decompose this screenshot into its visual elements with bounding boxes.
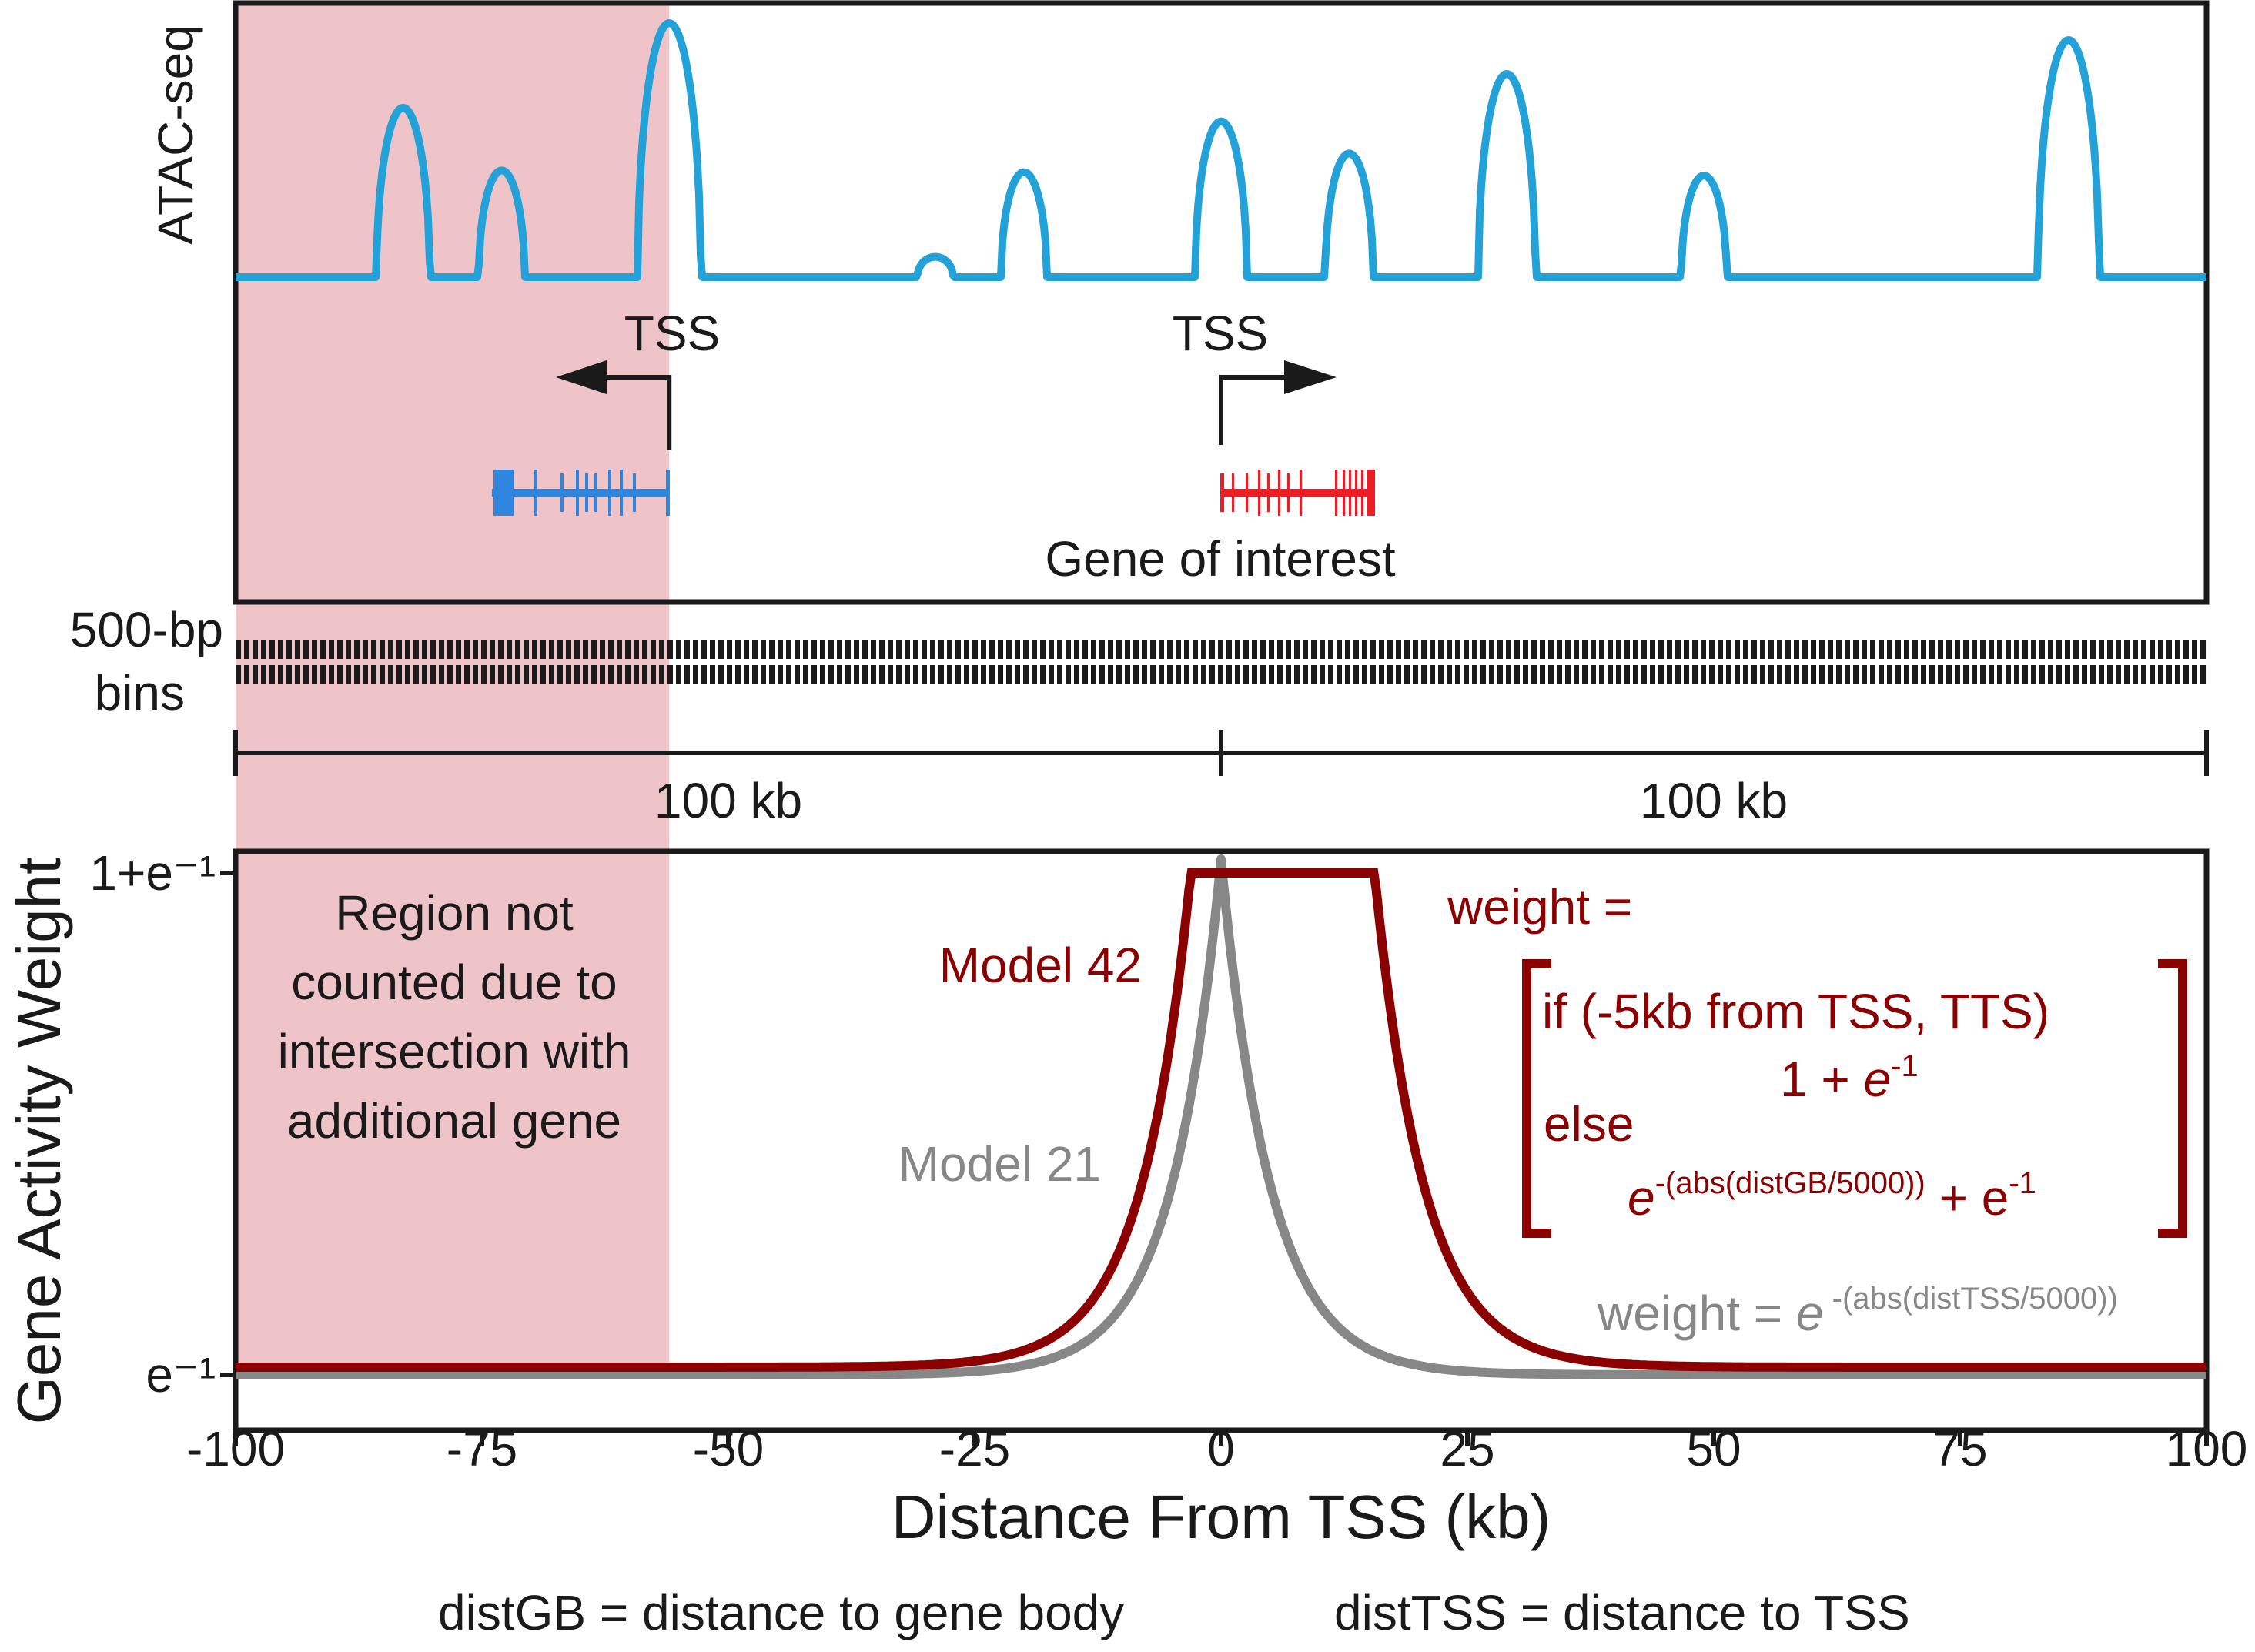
atac-seq-signal-track (233, 19, 2209, 281)
model-21-label: Model 21 (898, 1136, 1101, 1192)
other-gene-model (491, 470, 670, 516)
x-tick-label: -100 (186, 1421, 285, 1476)
x-axis: -100 -75 -50 -25 0 25 50 75 100 (186, 1421, 2247, 1476)
model-21-curve (233, 854, 2209, 1379)
formula-bracket-right (2158, 959, 2187, 1238)
gene-of-interest-model (1220, 470, 1375, 516)
x-tick-label: 50 (1686, 1421, 1741, 1476)
tss-arrowhead-other-gene (556, 360, 607, 394)
formula-plateau: 1 + e-1 (1780, 1049, 1919, 1107)
x-tick-label: 0 (1207, 1421, 1235, 1476)
model-42-formula: weight = if (-5kb from TSS, TTS) 1 + e-1… (1447, 879, 2187, 1238)
tss-label-gene-of-interest: TSS (1173, 306, 1268, 361)
tss-arrowhead-gene-of-interest (1284, 360, 1337, 394)
y-axis-title: Gene Activity Weight (5, 858, 73, 1425)
formula-bracket-left (1522, 959, 1551, 1238)
tss-label-other-gene: TSS (624, 306, 720, 361)
scale-label-right: 100 kb (1640, 773, 1788, 828)
model-21-formula: weight = e -(abs(distTSS/5000)) (1597, 1282, 2118, 1341)
distance-scale-bar (233, 730, 2209, 776)
footer-disttss-definition: distTSS = distance to TSS (1334, 1585, 1910, 1640)
y-axis: e⁻¹ 1+e⁻¹ (89, 845, 236, 1403)
formula-decay: e-(abs(distGB/5000)) + e-1 (1628, 1166, 2036, 1226)
x-tick-label: 25 (1440, 1421, 1494, 1476)
y-tick-label: e⁻¹ (146, 1347, 216, 1403)
gene-annotations (491, 360, 1375, 516)
x-tick-label: -25 (939, 1421, 1011, 1476)
y-tick-label: 1+e⁻¹ (89, 845, 216, 901)
tss-arrow-gene-of-interest (1219, 375, 1309, 445)
footer-distgb-definition: distGB = distance to gene body (438, 1585, 1124, 1640)
bins-label-line1: 500-bp (70, 602, 223, 657)
excluded-region-shading (236, 3, 670, 1375)
x-tick-label: 100 (2166, 1421, 2248, 1476)
x-tick-label: -50 (693, 1421, 764, 1476)
formula-title: weight = (1447, 879, 1632, 935)
excluded-region-note: Region not counted due to intersection wit… (278, 885, 631, 1149)
formula-else-line: else (1544, 1096, 1634, 1152)
formula-if-line: if (-5kb from TSS, TTS) (1542, 984, 2049, 1039)
model-42-curve (236, 868, 2206, 1372)
atac-seq-label: ATAC-seq (148, 25, 203, 245)
x-tick-label: -75 (447, 1421, 518, 1476)
gene-of-interest-label: Gene of interest (1045, 531, 1396, 587)
model-42-label: Model 42 (939, 938, 1142, 993)
atac-panel-frame (233, 0, 2210, 605)
bins-label-line2: bins (95, 665, 185, 721)
bin-stripes (236, 640, 2206, 684)
x-axis-title: Distance From TSS (kb) (892, 1483, 1551, 1551)
tss-arrow-other-gene (585, 375, 672, 450)
scale-label-left: 100 kb (654, 773, 802, 828)
x-tick-label: 75 (1932, 1421, 1987, 1476)
